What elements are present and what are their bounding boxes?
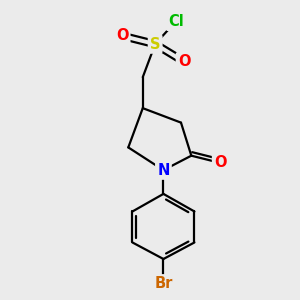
Text: O: O [116, 28, 128, 43]
Text: O: O [178, 54, 190, 69]
Text: O: O [214, 155, 226, 170]
Text: N: N [157, 163, 170, 178]
Text: Cl: Cl [168, 14, 184, 29]
Text: S: S [150, 37, 160, 52]
Text: Br: Br [154, 276, 172, 291]
